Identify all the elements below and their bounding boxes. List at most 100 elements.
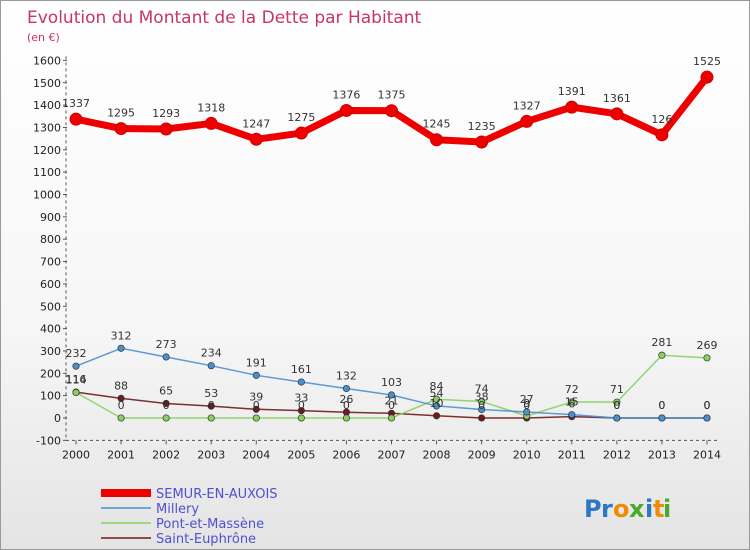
x-tick-label: 2003	[197, 448, 225, 461]
data-label: 103	[381, 376, 402, 389]
data-label: 232	[66, 347, 87, 360]
x-tick-label: 2007	[377, 448, 405, 461]
data-label: 114	[66, 374, 87, 387]
data-label: 26	[339, 393, 353, 406]
legend: SEMUR-EN-AUXOISMilleryPont-et-MassèneSai…	[101, 487, 278, 547]
data-label: 54	[430, 387, 444, 400]
data-point	[117, 394, 125, 402]
data-label: 0	[613, 399, 620, 412]
data-label: 39	[249, 390, 263, 403]
data-label: 88	[114, 379, 128, 392]
axes: -100010020030040050060070080090010001100…	[33, 54, 721, 461]
data-label: 1247	[242, 117, 270, 130]
data-label: 1337	[62, 97, 90, 110]
data-point	[207, 362, 215, 370]
y-tick-label: 0	[54, 412, 61, 425]
y-tick-label: 1100	[33, 166, 61, 179]
chart-title: Evolution du Montant de la Dette par Hab…	[27, 8, 422, 28]
data-point	[703, 414, 711, 422]
data-point	[384, 104, 398, 118]
data-label: 1318	[197, 101, 225, 114]
y-tick-label: 500	[40, 300, 61, 313]
data-label: 33	[294, 392, 308, 405]
logo-letter: P	[584, 495, 602, 523]
y-tick-label: 1200	[33, 144, 61, 157]
data-label: 0	[163, 399, 170, 412]
data-label: 312	[111, 329, 132, 342]
data-label: 10	[430, 397, 444, 410]
data-label: 116	[66, 373, 87, 386]
data-label: 1361	[603, 92, 631, 105]
data-label: 1295	[107, 107, 135, 120]
y-tick-label: 100	[40, 390, 61, 403]
data-point	[207, 402, 215, 410]
data-label: 1245	[423, 118, 451, 131]
x-tick-label: 2002	[152, 448, 180, 461]
logo-letter: o	[613, 495, 630, 523]
data-label: 0	[118, 399, 125, 412]
data-point	[430, 133, 444, 147]
x-tick-label: 2000	[62, 448, 90, 461]
legend-label: SEMUR-EN-AUXOIS	[156, 487, 278, 502]
x-tick-label: 2012	[603, 448, 631, 461]
data-point	[204, 116, 218, 130]
data-label: 53	[204, 387, 218, 400]
data-label: 1235	[468, 120, 496, 133]
logo-letter: i	[663, 495, 671, 523]
data-point	[72, 362, 80, 370]
data-label: 15	[565, 396, 579, 409]
y-tick-label: 400	[40, 323, 61, 336]
data-point	[342, 414, 350, 422]
data-point	[339, 103, 353, 117]
data-point	[658, 351, 666, 359]
data-point	[655, 128, 669, 142]
data-label: 281	[651, 336, 672, 349]
y-tick-label: 1000	[33, 189, 61, 202]
y-tick-label: 1300	[33, 121, 61, 134]
data-label: 38	[475, 391, 489, 404]
data-point	[249, 132, 263, 146]
x-tick-label: 2014	[693, 448, 721, 461]
data-point	[658, 414, 666, 422]
data-point	[117, 344, 125, 352]
data-point	[568, 398, 576, 406]
data-label: 1327	[513, 99, 541, 112]
data-label: 27	[520, 393, 534, 406]
data-point	[613, 398, 621, 406]
legend-label: Millery	[156, 502, 199, 517]
logo-letter: x	[629, 495, 645, 523]
data-point	[297, 407, 305, 415]
data-point	[478, 405, 486, 414]
data-point	[162, 353, 170, 361]
data-point	[613, 414, 621, 422]
data-point	[207, 414, 215, 422]
data-label: 191	[246, 356, 267, 369]
data-point	[700, 70, 714, 84]
data-point	[297, 378, 305, 386]
data-label: 84	[430, 380, 444, 393]
data-label: 71	[610, 383, 624, 396]
data-point	[114, 122, 128, 136]
x-tick-label: 2013	[648, 448, 676, 461]
data-label: 126	[651, 113, 672, 126]
y-tick-label: 900	[40, 211, 61, 224]
data-label: 269	[696, 339, 717, 352]
x-tick-label: 2004	[242, 448, 270, 461]
data-point	[297, 414, 305, 422]
data-point	[478, 414, 486, 422]
x-tick-label: 2001	[107, 448, 135, 461]
data-point	[475, 135, 489, 149]
y-tick-label: 200	[40, 367, 61, 380]
data-label: 1293	[152, 107, 180, 120]
data-label: 74	[475, 382, 489, 395]
data-labels: 1337 1295 1293 1318 1247 1275 1376 1375 1245 1235…	[62, 55, 721, 412]
data-point	[162, 414, 170, 422]
data-label: 1375	[377, 89, 405, 102]
data-point	[294, 126, 308, 140]
data-label: 161	[291, 363, 312, 376]
data-label: 0	[658, 399, 665, 412]
data-point	[610, 107, 624, 121]
